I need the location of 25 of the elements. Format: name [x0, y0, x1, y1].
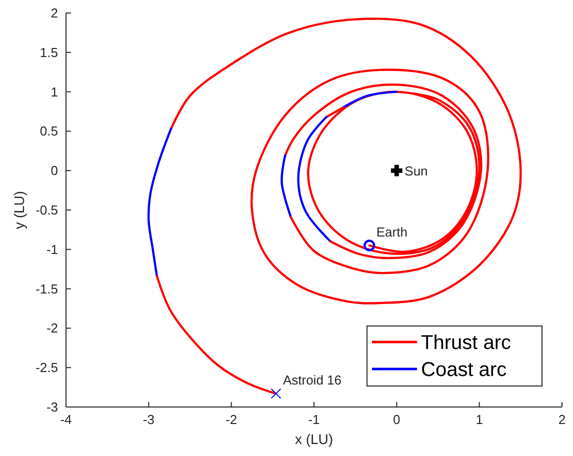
y-axis-title: y (LU) [11, 190, 27, 230]
annotation: Astroid 16 [282, 372, 342, 388]
x-tick-label: -3 [142, 412, 154, 427]
x-tick-label: -1 [308, 412, 320, 427]
y-tick-label: -2.5 [36, 360, 58, 376]
x-tick-label: 2 [558, 412, 566, 427]
y-tick-label: 2 [50, 6, 58, 20]
y-tick-label: -0.5 [36, 202, 58, 218]
annotation: Sun [404, 164, 428, 179]
legend-label: Coast arc [421, 359, 507, 381]
y-tick-label: 1 [50, 84, 58, 100]
y-tick-label: 0 [50, 163, 58, 178]
y-tick-label: -1 [46, 242, 58, 257]
x-tick-label: 0 [393, 412, 400, 427]
y-tick-label: -3 [46, 400, 58, 414]
legend-label: Thrust arc [421, 332, 512, 354]
y-tick-label: 1.5 [40, 44, 58, 60]
x-axis-title: x (LU) [294, 431, 334, 447]
x-tick-label: -4 [60, 412, 72, 427]
y-tick-label: -1.5 [36, 281, 58, 296]
annotation: Earth [376, 224, 408, 240]
x-tick-label: -2 [226, 412, 238, 427]
y-tick-label: 0.5 [40, 124, 58, 139]
x-tick-label: 1 [476, 412, 483, 427]
y-tick-label: -2 [46, 320, 58, 336]
